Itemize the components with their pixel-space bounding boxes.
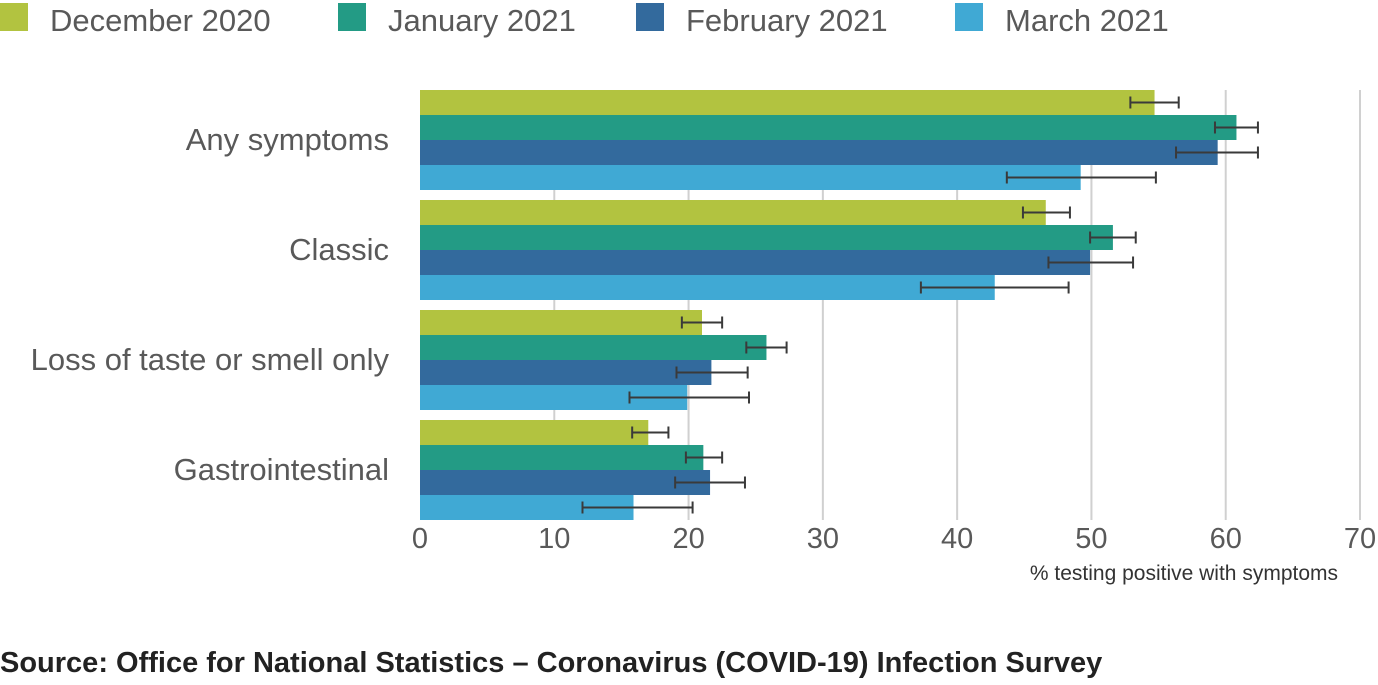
x-tick-label-20: 20 — [672, 523, 704, 555]
source-note: Source: Office for National Statistics –… — [0, 647, 1102, 679]
category-labels: Any symptoms Classic Loss of taste or smel… — [31, 122, 390, 487]
error-bar-any-symptoms-december-2020 — [1129, 96, 1180, 109]
legend-label-december-2020: December 2020 — [50, 3, 271, 38]
bar-gastrointestinal-february-2021 — [420, 470, 711, 495]
legend-label-february-2021: February 2021 — [686, 3, 888, 38]
error-bar-loss-of-taste-or-smell-only-december-2020 — [680, 316, 724, 329]
legend-label-january-2021: January 2021 — [388, 3, 576, 38]
error-bar-gastrointestinal-march-2021 — [581, 501, 694, 514]
bar-classic-january-2021 — [420, 225, 1113, 250]
bar-any-symptoms-december-2020 — [420, 90, 1155, 115]
error-bar-classic-december-2020 — [1021, 206, 1071, 219]
bar-classic-february-2021 — [420, 250, 1091, 275]
error-bar-gastrointestinal-december-2020 — [631, 426, 670, 439]
legend-swatch-december-2020 — [0, 3, 28, 31]
category-label-any-symptoms: Any symptoms — [186, 122, 389, 157]
bar-gastrointestinal-january-2021 — [420, 445, 704, 470]
bar-any-symptoms-february-2021 — [420, 140, 1218, 165]
error-bar-any-symptoms-march-2021 — [1005, 171, 1157, 184]
error-bar-classic-march-2021 — [919, 281, 1070, 294]
x-tick-label-0: 0 — [412, 523, 428, 555]
error-bar-loss-of-taste-or-smell-only-march-2021 — [628, 391, 750, 404]
legend-swatch-february-2021 — [636, 3, 664, 31]
x-tick-label-50: 50 — [1075, 523, 1107, 555]
legend-swatch-january-2021 — [338, 3, 366, 31]
error-bars — [581, 96, 1259, 514]
legend-swatch-march-2021 — [955, 3, 983, 31]
x-axis-ticks: 0 10 20 30 40 50 60 70 — [412, 523, 1376, 555]
error-bar-any-symptoms-january-2021 — [1213, 121, 1259, 134]
bar-loss-of-taste-or-smell-only-december-2020 — [420, 310, 702, 335]
x-tick-label-30: 30 — [807, 523, 839, 555]
x-tick-label-10: 10 — [538, 523, 570, 555]
bar-classic-march-2021 — [420, 275, 995, 300]
legend-label-march-2021: March 2021 — [1005, 3, 1169, 38]
error-bar-classic-january-2021 — [1089, 231, 1137, 244]
error-bar-loss-of-taste-or-smell-only-february-2021 — [675, 366, 749, 379]
category-label-loss-of-taste-or-smell-only: Loss of taste or smell only — [31, 342, 390, 377]
bar-any-symptoms-january-2021 — [420, 115, 1237, 140]
x-tick-label-70: 70 — [1344, 523, 1376, 555]
x-tick-label-60: 60 — [1210, 523, 1242, 555]
legend: December 2020 January 2021 February 2021 Ma… — [0, 3, 1169, 38]
bar-loss-of-taste-or-smell-only-february-2021 — [420, 360, 712, 385]
error-bar-gastrointestinal-february-2021 — [674, 476, 746, 489]
x-tick-label-40: 40 — [941, 523, 973, 555]
category-label-gastrointestinal: Gastrointestinal — [174, 452, 389, 487]
error-bar-gastrointestinal-january-2021 — [684, 451, 724, 464]
error-bar-loss-of-taste-or-smell-only-january-2021 — [745, 341, 788, 354]
bar-loss-of-taste-or-smell-only-january-2021 — [420, 335, 767, 360]
error-bar-classic-february-2021 — [1047, 256, 1135, 269]
bar-any-symptoms-march-2021 — [420, 165, 1081, 190]
bars — [420, 90, 1237, 520]
bar-gastrointestinal-december-2020 — [420, 420, 649, 445]
category-label-classic: Classic — [289, 232, 389, 267]
error-bar-any-symptoms-february-2021 — [1175, 146, 1259, 159]
x-axis-label: % testing positive with symptoms — [1030, 562, 1338, 585]
bar-classic-december-2020 — [420, 200, 1046, 225]
